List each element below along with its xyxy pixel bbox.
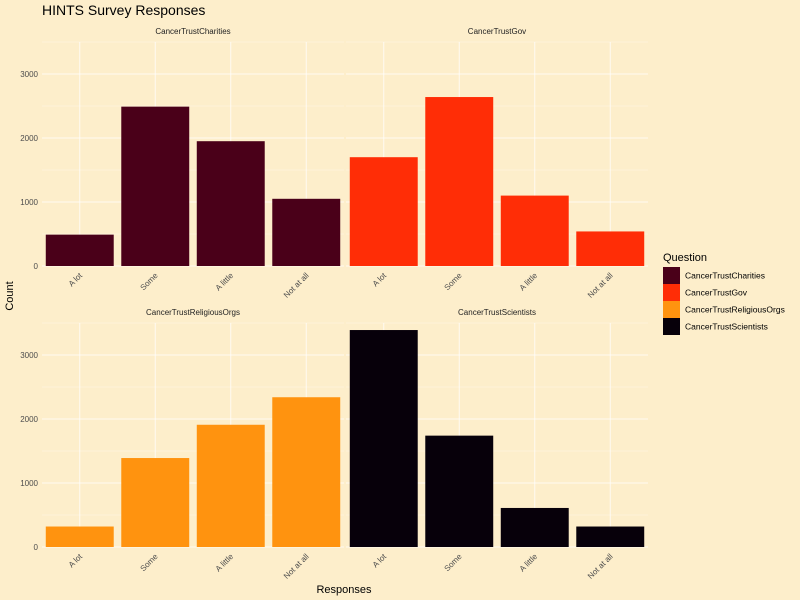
x-tick-label: A little <box>518 271 540 293</box>
y-tick-label: 1000 <box>20 479 38 488</box>
bar-some <box>121 106 190 266</box>
x-tick-label: A little <box>518 552 540 574</box>
bar-not-at-all <box>272 198 341 266</box>
legend-label-cancertrustscientists: CancerTrustScientists <box>685 322 768 332</box>
panel-cancertrustscientists: CancerTrustScientists A lot Some A little No… <box>346 308 648 581</box>
legend-label-cancertrustcharities: CancerTrustCharities <box>685 271 765 281</box>
bar-a-little <box>500 507 569 547</box>
y-tick-label: 0 <box>34 543 39 552</box>
panel-cancertrustcharities: CancerTrustCharities 0 1000 2000 3000 A lot So… <box>20 27 344 300</box>
bar-a-lot <box>349 330 418 547</box>
panel-strip-label: CancerTrustScientists <box>458 308 536 317</box>
x-tick-label: A lot <box>67 552 85 570</box>
panel-cancertrustgov: CancerTrustGov A lot Some A little Not at al… <box>346 27 648 300</box>
bar-some <box>121 458 190 547</box>
legend-label-cancertrustgov: CancerTrustGov <box>685 288 748 298</box>
bar-not-at-all <box>576 231 645 266</box>
y-tick-label: 1000 <box>20 198 38 207</box>
x-tick-label: A little <box>214 552 236 574</box>
panel-cancertrustreligiousorgs: CancerTrustReligiousOrgs 0 1000 2000 3000 A l… <box>20 308 344 581</box>
bar-a-lot <box>45 234 114 266</box>
x-tick-label: Some <box>443 271 465 293</box>
y-tick-label: 3000 <box>20 351 38 360</box>
x-tick-label: Some <box>139 552 161 574</box>
panel-strip-label: CancerTrustCharities <box>155 27 230 36</box>
x-tick-label: Not at all <box>586 552 615 581</box>
legend-swatch-cancertrustreligiousorgs <box>663 301 680 318</box>
x-tick-label: A little <box>214 271 236 293</box>
panel-strip-label: CancerTrustGov <box>468 27 526 36</box>
bar-not-at-all <box>272 397 341 547</box>
chart-title: HINTS Survey Responses <box>42 2 205 18</box>
x-tick-label: Some <box>139 271 161 293</box>
panel-strip-label: CancerTrustReligiousOrgs <box>146 308 240 317</box>
legend-swatch-cancertrustcharities <box>663 267 680 284</box>
bar-a-little <box>196 141 265 266</box>
bar-not-at-all <box>576 526 645 547</box>
legend-swatch-cancertrustgov <box>663 284 680 301</box>
x-tick-label: Some <box>443 552 465 574</box>
y-tick-label: 0 <box>34 262 39 271</box>
x-tick-label: Not at all <box>282 552 311 581</box>
x-tick-label: Not at all <box>282 271 311 300</box>
y-axis-title: Count <box>4 281 16 310</box>
chart-panels: CancerTrustCharities 0 1000 2000 3000 A lot So… <box>20 27 648 581</box>
bar-some <box>425 435 494 547</box>
x-tick-label: Not at all <box>586 271 615 300</box>
x-tick-label: A lot <box>371 552 389 570</box>
x-tick-label: A lot <box>67 271 85 289</box>
bar-some <box>425 97 494 266</box>
x-tick-label: A lot <box>371 271 389 289</box>
bar-a-little <box>500 195 569 266</box>
bar-a-lot <box>349 157 418 266</box>
bar-a-lot <box>45 526 114 547</box>
legend-swatch-cancertrustscientists <box>663 318 680 335</box>
legend-label-cancertrustreligiousorgs: CancerTrustReligiousOrgs <box>685 305 785 315</box>
y-tick-label: 2000 <box>20 415 38 424</box>
bar-a-little <box>196 424 265 547</box>
legend: CancerTrustCharities CancerTrustGov Cancer… <box>663 267 785 335</box>
y-tick-label: 3000 <box>20 70 38 79</box>
y-tick-label: 2000 <box>20 134 38 143</box>
legend-title: Question <box>663 252 707 264</box>
x-axis-title: Responses <box>316 584 372 596</box>
